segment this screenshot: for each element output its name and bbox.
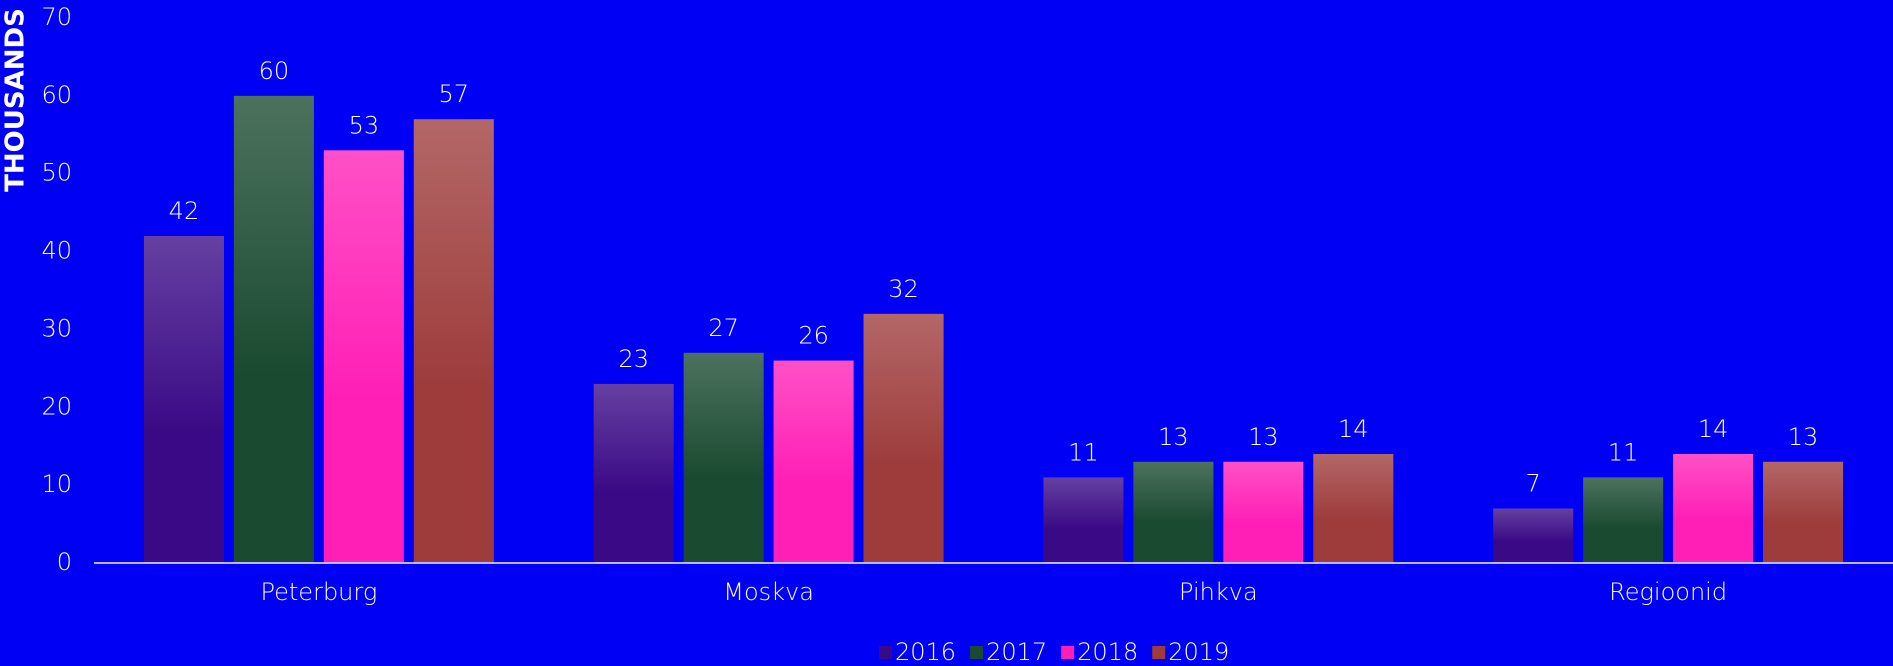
- data-label: 14: [1698, 415, 1729, 443]
- y-tick-label: 20: [41, 392, 72, 420]
- bar-sheen: [1133, 461, 1214, 563]
- data-label: 11: [1068, 438, 1099, 466]
- legend-label: 2016: [895, 638, 956, 666]
- legend-label: 2018: [1077, 638, 1138, 666]
- data-label: 23: [618, 345, 649, 373]
- bar-sheen: [1583, 477, 1664, 563]
- y-tick-label: 50: [41, 159, 72, 187]
- y-tick-label: 60: [41, 81, 72, 109]
- legend-swatch: [970, 646, 984, 659]
- bar-sheen: [233, 95, 314, 563]
- data-label: 26: [798, 322, 829, 350]
- x-tick-label: Moskva: [723, 578, 814, 606]
- x-tick-label: Pihkva: [1179, 578, 1258, 606]
- y-tick-label: 40: [41, 237, 72, 265]
- data-label: 42: [169, 197, 200, 225]
- bar-sheen: [1493, 508, 1574, 563]
- bar-sheen: [1763, 461, 1844, 563]
- data-label: 60: [259, 57, 290, 85]
- data-label: 13: [1248, 423, 1279, 451]
- data-label: 57: [439, 80, 470, 108]
- legend-swatch: [879, 646, 892, 659]
- y-tick-label: 30: [41, 314, 72, 342]
- legend-swatch: [1152, 646, 1166, 659]
- legend-swatch: [1061, 646, 1075, 659]
- data-label: 27: [708, 314, 739, 342]
- legend-label: 2017: [986, 638, 1047, 666]
- bar-sheen: [413, 119, 494, 563]
- data-label: 11: [1608, 438, 1639, 466]
- data-label: 14: [1338, 415, 1369, 443]
- x-tick-label: Regioonid: [1609, 578, 1727, 606]
- bar-sheen: [1223, 461, 1304, 563]
- bar-sheen: [143, 236, 224, 563]
- y-tick-label: 70: [41, 3, 72, 31]
- y-tick-label: 0: [57, 548, 72, 576]
- bar-sheen: [863, 313, 944, 563]
- data-label: 32: [888, 275, 919, 303]
- y-axis-title: THOUSANDS: [1, 8, 31, 192]
- bar-sheen: [323, 150, 404, 563]
- data-label: 13: [1788, 423, 1819, 451]
- data-label: 53: [349, 111, 380, 139]
- bar-sheen: [683, 352, 764, 563]
- bar-sheen: [773, 360, 854, 563]
- y-tick-label: 10: [41, 470, 72, 498]
- legend-label: 2019: [1168, 638, 1229, 666]
- bar-sheen: [593, 383, 674, 563]
- bar-sheen: [1313, 454, 1394, 563]
- data-label: 13: [1158, 423, 1189, 451]
- bar-sheen: [1673, 454, 1754, 563]
- bar-sheen: [1043, 477, 1124, 563]
- x-tick-label: Peterburg: [261, 578, 378, 606]
- data-label: 7: [1526, 470, 1541, 498]
